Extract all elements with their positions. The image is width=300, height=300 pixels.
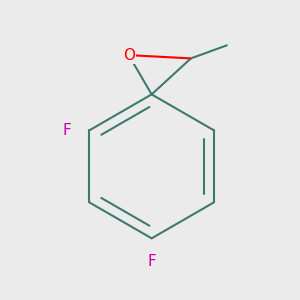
Text: O: O [123,48,135,63]
Text: F: F [62,123,71,138]
Text: F: F [147,254,156,269]
